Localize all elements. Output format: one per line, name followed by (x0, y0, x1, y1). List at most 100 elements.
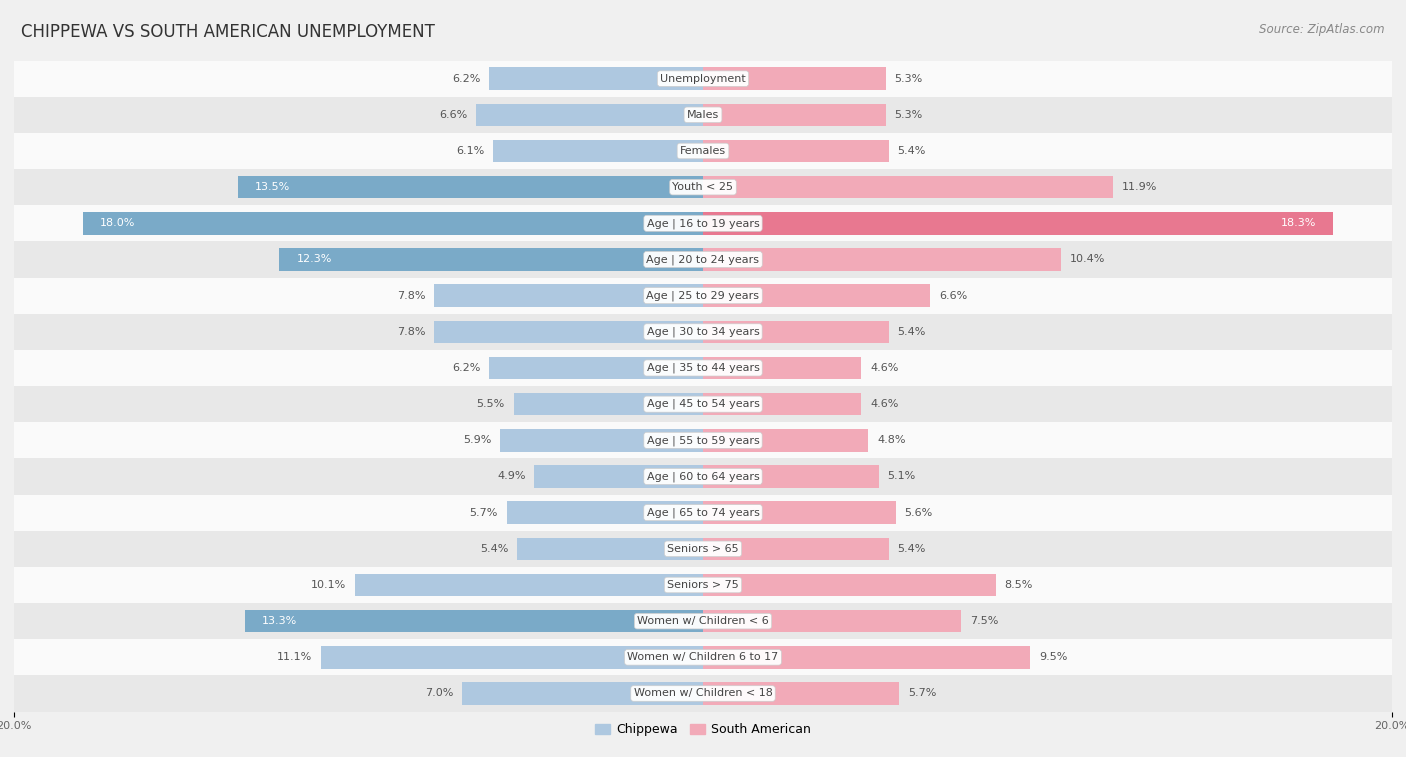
Bar (703, 393, 862, 416)
Text: 13.3%: 13.3% (262, 616, 297, 626)
Bar (14, 278, 1392, 313)
Bar (506, 501, 703, 524)
Text: Women w/ Children < 6: Women w/ Children < 6 (637, 616, 769, 626)
Text: 8.5%: 8.5% (1004, 580, 1033, 590)
Text: 4.6%: 4.6% (870, 363, 898, 373)
Bar (245, 610, 703, 632)
Text: 10.1%: 10.1% (311, 580, 346, 590)
Text: 6.6%: 6.6% (439, 110, 467, 120)
Text: 13.5%: 13.5% (256, 182, 291, 192)
Text: 5.3%: 5.3% (894, 73, 922, 83)
Bar (703, 646, 1031, 668)
Bar (14, 603, 1392, 639)
Bar (703, 357, 862, 379)
Text: 7.8%: 7.8% (398, 291, 426, 301)
Text: 9.5%: 9.5% (1039, 653, 1067, 662)
Text: 5.3%: 5.3% (894, 110, 922, 120)
Text: Females: Females (681, 146, 725, 156)
Bar (280, 248, 703, 271)
Bar (494, 140, 703, 162)
Bar (703, 67, 886, 90)
Bar (703, 104, 886, 126)
Text: Women w/ Children < 18: Women w/ Children < 18 (634, 689, 772, 699)
Bar (14, 494, 1392, 531)
Bar (703, 466, 879, 488)
Text: Age | 55 to 59 years: Age | 55 to 59 years (647, 435, 759, 446)
Bar (489, 357, 703, 379)
Bar (461, 682, 703, 705)
Text: 11.1%: 11.1% (277, 653, 312, 662)
Bar (321, 646, 703, 668)
Bar (703, 610, 962, 632)
Bar (14, 169, 1392, 205)
Bar (513, 393, 703, 416)
Text: 18.3%: 18.3% (1281, 218, 1316, 229)
Text: 7.0%: 7.0% (425, 689, 453, 699)
Text: Age | 45 to 54 years: Age | 45 to 54 years (647, 399, 759, 410)
Bar (14, 205, 1392, 241)
Text: 6.6%: 6.6% (939, 291, 967, 301)
Bar (14, 350, 1392, 386)
Text: Seniors > 75: Seniors > 75 (666, 580, 740, 590)
Text: 5.7%: 5.7% (470, 508, 498, 518)
Bar (703, 285, 931, 307)
Bar (499, 429, 703, 451)
Text: Age | 16 to 19 years: Age | 16 to 19 years (647, 218, 759, 229)
Text: Age | 30 to 34 years: Age | 30 to 34 years (647, 326, 759, 337)
Text: Unemployment: Unemployment (661, 73, 745, 83)
Bar (703, 682, 900, 705)
Text: Age | 35 to 44 years: Age | 35 to 44 years (647, 363, 759, 373)
Text: 5.5%: 5.5% (477, 399, 505, 409)
Text: 12.3%: 12.3% (297, 254, 332, 264)
Bar (703, 574, 995, 597)
Text: 4.8%: 4.8% (877, 435, 905, 445)
Bar (356, 574, 703, 597)
Bar (14, 531, 1392, 567)
Text: 10.4%: 10.4% (1070, 254, 1105, 264)
Bar (475, 104, 703, 126)
Text: 6.1%: 6.1% (456, 146, 484, 156)
Bar (238, 176, 703, 198)
Bar (14, 97, 1392, 133)
Text: 5.6%: 5.6% (904, 508, 932, 518)
Bar (703, 537, 889, 560)
Text: Age | 65 to 74 years: Age | 65 to 74 years (647, 507, 759, 518)
Bar (14, 61, 1392, 97)
Text: 6.2%: 6.2% (453, 73, 481, 83)
Text: 5.4%: 5.4% (479, 544, 509, 554)
Text: 7.8%: 7.8% (398, 327, 426, 337)
Text: Age | 60 to 64 years: Age | 60 to 64 years (647, 472, 759, 481)
Bar (14, 313, 1392, 350)
Bar (14, 675, 1392, 712)
Text: Women w/ Children 6 to 17: Women w/ Children 6 to 17 (627, 653, 779, 662)
Bar (489, 67, 703, 90)
Text: 5.4%: 5.4% (897, 146, 927, 156)
Bar (14, 133, 1392, 169)
Bar (14, 639, 1392, 675)
Bar (14, 459, 1392, 494)
Text: Source: ZipAtlas.com: Source: ZipAtlas.com (1260, 23, 1385, 36)
Text: 5.1%: 5.1% (887, 472, 915, 481)
Text: 4.9%: 4.9% (498, 472, 526, 481)
Text: 6.2%: 6.2% (453, 363, 481, 373)
Text: Seniors > 65: Seniors > 65 (668, 544, 738, 554)
Bar (703, 212, 1333, 235)
Bar (703, 248, 1062, 271)
Bar (14, 567, 1392, 603)
Text: 5.9%: 5.9% (463, 435, 491, 445)
Text: 7.5%: 7.5% (970, 616, 998, 626)
Bar (434, 285, 703, 307)
Bar (703, 429, 869, 451)
Text: 5.4%: 5.4% (897, 544, 927, 554)
Text: 11.9%: 11.9% (1122, 182, 1157, 192)
Text: 5.7%: 5.7% (908, 689, 936, 699)
Bar (434, 321, 703, 343)
Bar (534, 466, 703, 488)
Bar (703, 501, 896, 524)
Bar (517, 537, 703, 560)
Legend: Chippewa, South American: Chippewa, South American (589, 718, 817, 741)
Text: Age | 25 to 29 years: Age | 25 to 29 years (647, 291, 759, 301)
Bar (83, 212, 703, 235)
Text: Males: Males (688, 110, 718, 120)
Bar (703, 176, 1114, 198)
